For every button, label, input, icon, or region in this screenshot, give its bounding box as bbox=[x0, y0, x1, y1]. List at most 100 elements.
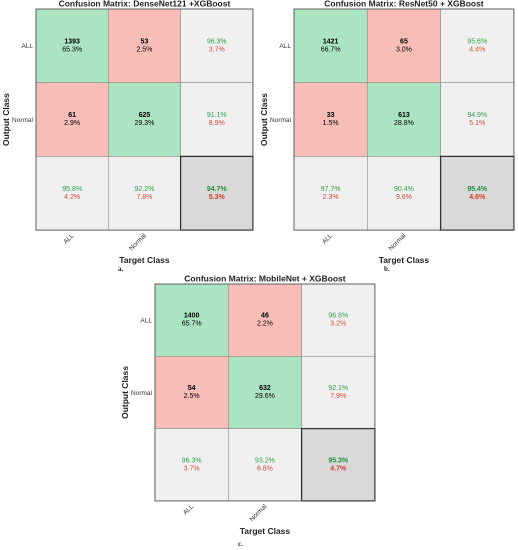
col-summary-correct: 96.3% bbox=[182, 457, 202, 464]
cell-percent: 2.9% bbox=[64, 120, 80, 127]
y-tick-label: ALL bbox=[21, 43, 33, 50]
matrix-cell-r1-c0 bbox=[293, 82, 368, 157]
cell-percent: 2.5% bbox=[136, 46, 152, 53]
matrix-cell-r0-c1 bbox=[108, 8, 181, 83]
row-summary-error: 3.2% bbox=[330, 321, 346, 328]
col-summary-error: 7.8% bbox=[136, 194, 152, 201]
x-tick-label: Normal bbox=[249, 503, 269, 523]
matrix-border bbox=[35, 8, 254, 231]
overall-accuracy: 95.4% bbox=[467, 186, 488, 193]
matrix-cell-r0-c1 bbox=[366, 8, 441, 83]
x-tick-label: Normal bbox=[128, 232, 148, 252]
matrix-cell-r0-c1 bbox=[228, 283, 302, 357]
panel-letter: a. bbox=[118, 265, 124, 273]
x-tick-label: ALL bbox=[182, 503, 195, 516]
col-summary-correct: 93.2% bbox=[255, 457, 275, 464]
y-tick-label: Normal bbox=[131, 390, 153, 397]
y-axis-label: Output Class bbox=[1, 93, 11, 146]
matrix-cell-r1-c0 bbox=[35, 82, 109, 157]
overall-accuracy: 95.3% bbox=[328, 457, 349, 464]
panel-letter: c. bbox=[238, 540, 243, 548]
row-summary-error: 8.9% bbox=[209, 120, 225, 127]
x-tick-label: ALL bbox=[62, 232, 75, 245]
cell-percent: 1.5% bbox=[323, 120, 339, 127]
matrix-cell-r2-c1 bbox=[228, 428, 302, 502]
cell-count: 46 bbox=[261, 313, 269, 320]
cell-percent: 65.7% bbox=[182, 321, 202, 328]
cell-count: 53 bbox=[141, 38, 149, 45]
confusion-matrix-panel-3: Confusion Matrix: MobileNet + XGBoost 140… bbox=[120, 274, 376, 548]
row-summary-error: 3.7% bbox=[209, 46, 225, 53]
col-summary-error: 3.7% bbox=[184, 465, 200, 472]
matrix-cell-r1-c0 bbox=[154, 355, 229, 429]
cell-percent: 29.3% bbox=[135, 120, 155, 127]
matrix-cell-r2-c0 bbox=[154, 428, 229, 502]
cell-percent: 29.6% bbox=[255, 393, 275, 400]
row-summary-correct: 92.1% bbox=[328, 385, 348, 392]
matrix-cell-r1-c2 bbox=[180, 82, 254, 157]
cell-percent: 2.5% bbox=[184, 393, 200, 400]
col-summary-correct: 95.8% bbox=[62, 186, 82, 193]
matrix-border bbox=[293, 8, 515, 231]
matrix-border bbox=[154, 283, 376, 502]
matrix-cell-r1-c2 bbox=[301, 355, 376, 429]
matrix-cell-r0-c2 bbox=[301, 283, 376, 357]
cell-count: 65 bbox=[400, 38, 408, 45]
chart-title: Confusion Matrix: ResNet50 + XGBoost bbox=[324, 0, 484, 9]
row-summary-correct: 96.8% bbox=[328, 313, 348, 320]
row-summary-correct: 94.9% bbox=[467, 112, 487, 119]
matrix-cell-r1-c1 bbox=[108, 82, 181, 157]
col-summary-correct: 97.7% bbox=[321, 186, 341, 193]
matrix-cell-r2-c2 bbox=[301, 428, 376, 502]
cell-percent: 65.3% bbox=[62, 46, 82, 53]
overall-error: 5.3% bbox=[209, 194, 226, 201]
chart-title: Confusion Matrix: MobileNet + XGBoost bbox=[184, 274, 345, 284]
cell-count: 33 bbox=[327, 112, 335, 119]
cell-count: 1421 bbox=[323, 38, 339, 45]
col-summary-error: 9.6% bbox=[396, 194, 412, 201]
matrix-cell-r0-c0 bbox=[35, 8, 109, 83]
col-summary-error: 6.8% bbox=[257, 465, 273, 472]
x-axis-label: Target Class bbox=[379, 255, 430, 265]
cell-count: 625 bbox=[139, 112, 151, 119]
col-summary-error: 2.3% bbox=[323, 194, 339, 201]
matrix-cell-r1-c1 bbox=[366, 82, 441, 157]
y-tick-label: Normal bbox=[12, 117, 34, 124]
row-summary-error: 4.4% bbox=[469, 46, 485, 53]
cell-count: 54 bbox=[188, 385, 196, 392]
col-summary-error: 4.2% bbox=[64, 194, 80, 201]
col-summary-correct: 90.4% bbox=[394, 186, 414, 193]
overall-error: 4.6% bbox=[469, 194, 486, 201]
y-tick-label: ALL bbox=[279, 43, 291, 50]
cell-percent: 2.2% bbox=[257, 321, 273, 328]
y-axis-label: Output Class bbox=[120, 366, 130, 419]
x-axis-label: Target Class bbox=[119, 255, 170, 265]
overall-error: 4.7% bbox=[330, 465, 347, 472]
matrix-cell-r2-c1 bbox=[108, 156, 181, 231]
matrix-cell-r2-c0 bbox=[293, 156, 368, 231]
matrix-cell-r2-c2 bbox=[440, 156, 515, 231]
row-summary-error: 5.1% bbox=[469, 120, 485, 127]
matrix-cell-r2-c1 bbox=[366, 156, 441, 231]
row-summary-correct: 96.3% bbox=[207, 38, 227, 45]
y-tick-label: Normal bbox=[270, 117, 292, 124]
overall-accuracy: 94.7% bbox=[207, 186, 228, 193]
cell-percent: 28.8% bbox=[394, 120, 414, 127]
x-tick-label: ALL bbox=[321, 232, 334, 245]
row-summary-error: 7.9% bbox=[330, 393, 346, 400]
matrix-cell-r1-c2 bbox=[440, 82, 515, 157]
cell-count: 1400 bbox=[184, 313, 200, 320]
cell-percent: 3.0% bbox=[396, 46, 412, 53]
chart-title: Confusion Matrix: DenseNet121 +XGBoost bbox=[59, 0, 231, 9]
cell-count: 613 bbox=[398, 112, 410, 119]
panel-letter: b. bbox=[384, 265, 390, 273]
cell-count: 1393 bbox=[64, 38, 80, 45]
cell-count: 61 bbox=[68, 112, 76, 119]
y-tick-label: ALL bbox=[140, 317, 152, 324]
cell-count: 632 bbox=[259, 385, 271, 392]
matrix-cell-r0-c2 bbox=[440, 8, 515, 83]
row-summary-correct: 91.1% bbox=[207, 112, 227, 119]
y-axis-label: Output Class bbox=[259, 93, 269, 146]
cell-percent: 66.7% bbox=[321, 46, 341, 53]
